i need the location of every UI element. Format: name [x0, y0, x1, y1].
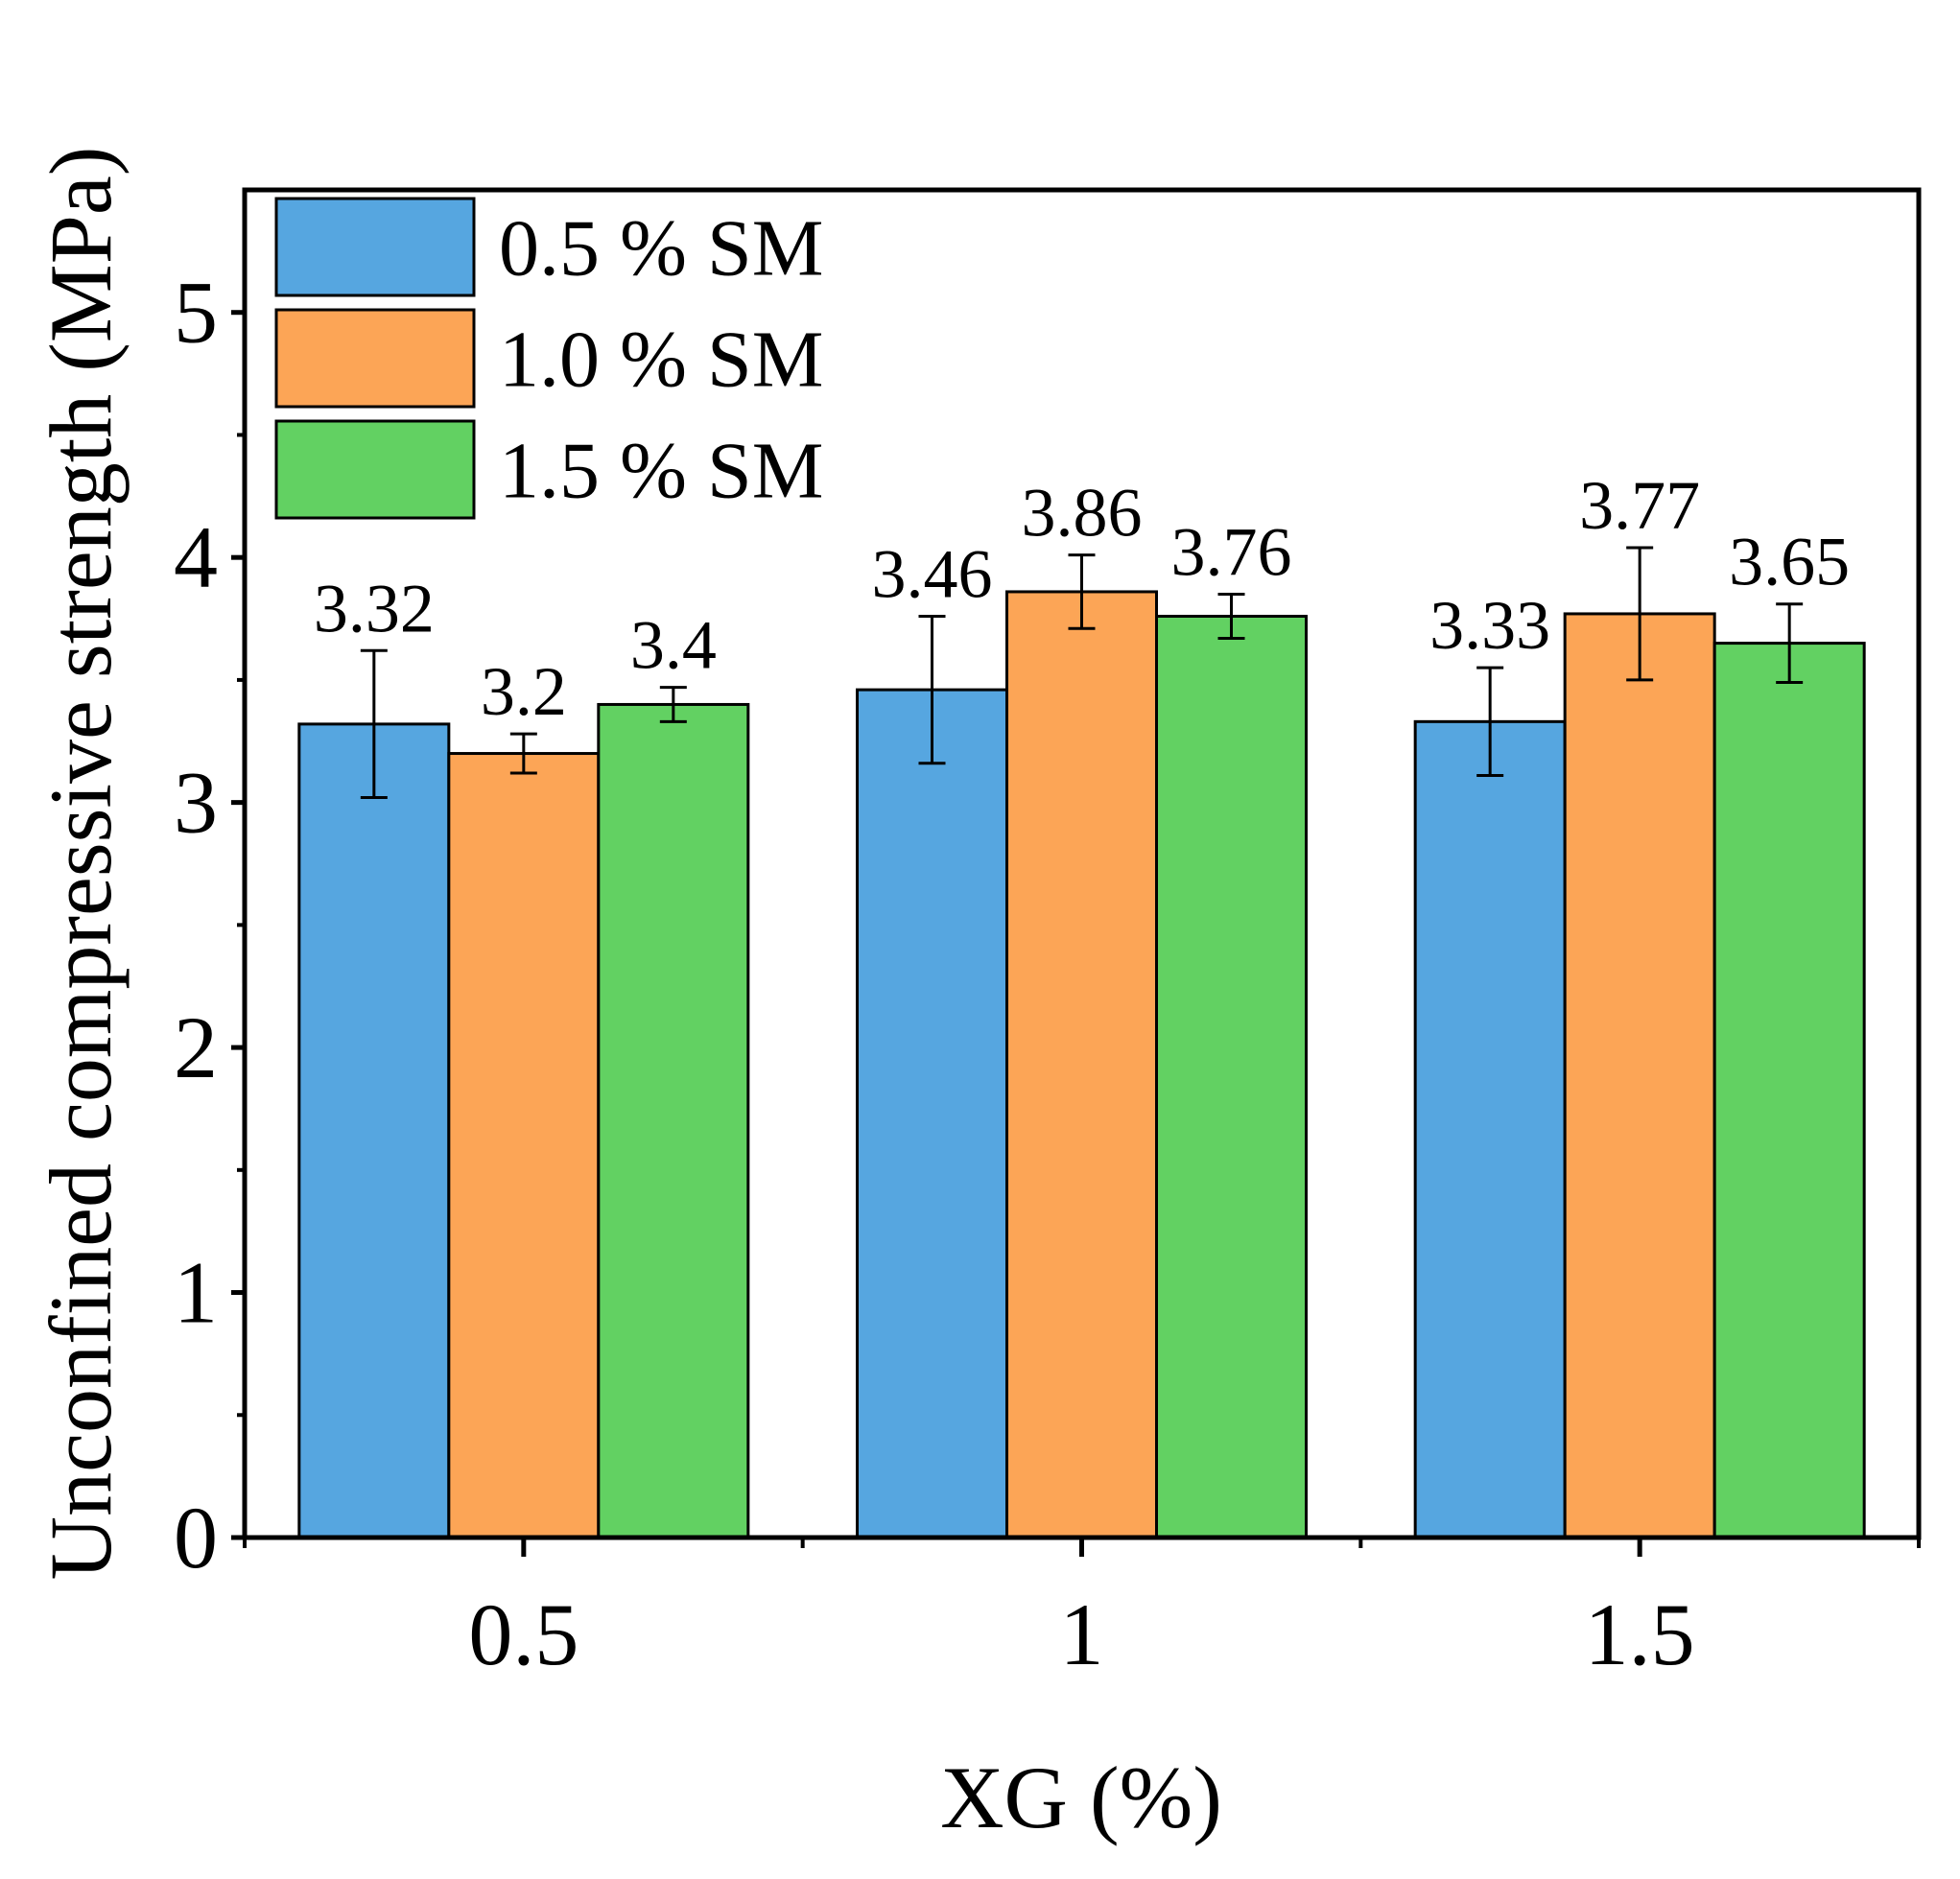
- data-label: 3.76: [1171, 514, 1292, 591]
- bar: [297, 722, 451, 1539]
- bar: [1563, 612, 1716, 1539]
- legend-label: 1.5 % SM: [499, 427, 823, 516]
- x-tick-label: 0.5: [468, 1585, 579, 1683]
- data-label: 3.86: [1022, 475, 1143, 552]
- y-tick-label: 4: [174, 508, 218, 606]
- y-axis: 0 1 2 3 4 5: [174, 264, 245, 1586]
- bars-layer: [297, 590, 1866, 1539]
- error-bars-layer: [360, 546, 1804, 800]
- bar: [1005, 590, 1158, 1539]
- y-tick-label: 5: [174, 264, 218, 362]
- data-label: 3.2: [481, 653, 567, 730]
- bar: [1712, 642, 1866, 1539]
- bar: [1155, 614, 1308, 1539]
- data-label: 3.32: [314, 570, 435, 646]
- y-tick-label: 2: [174, 998, 218, 1096]
- legend-swatch: [274, 308, 476, 409]
- bar: [447, 752, 601, 1539]
- bar: [597, 702, 750, 1539]
- legend-swatch: [274, 419, 476, 520]
- data-label: 3.46: [872, 535, 993, 612]
- x-tick-label: 1.5: [1585, 1585, 1695, 1683]
- y-tick-label: 1: [174, 1244, 218, 1342]
- x-axis: 0.5 1 1.5: [243, 1538, 1921, 1683]
- x-axis-title: XG (%): [940, 1749, 1222, 1846]
- legend-label: 1.0 % SM: [499, 316, 823, 405]
- legend-label: 0.5 % SM: [499, 204, 823, 294]
- bar: [1413, 719, 1567, 1539]
- x-tick-label: 1: [1060, 1585, 1104, 1683]
- y-tick-label: 0: [174, 1489, 218, 1586]
- data-label: 3.4: [630, 607, 717, 684]
- data-labels-layer: 3.32 3.46 3.33 3.2 3.86 3.77 3.4 3.76 3.65: [314, 467, 1850, 730]
- legend: 0.5 % SM 1.0 % SM 1.5 % SM: [274, 197, 823, 520]
- data-label: 3.33: [1429, 587, 1550, 664]
- y-tick-label: 3: [174, 754, 218, 852]
- data-label: 3.65: [1729, 524, 1850, 600]
- bar: [856, 688, 1008, 1539]
- y-axis-title: Unconfined compressive strength (MPa): [32, 147, 130, 1581]
- data-label: 3.77: [1579, 467, 1700, 544]
- legend-swatch: [274, 197, 476, 297]
